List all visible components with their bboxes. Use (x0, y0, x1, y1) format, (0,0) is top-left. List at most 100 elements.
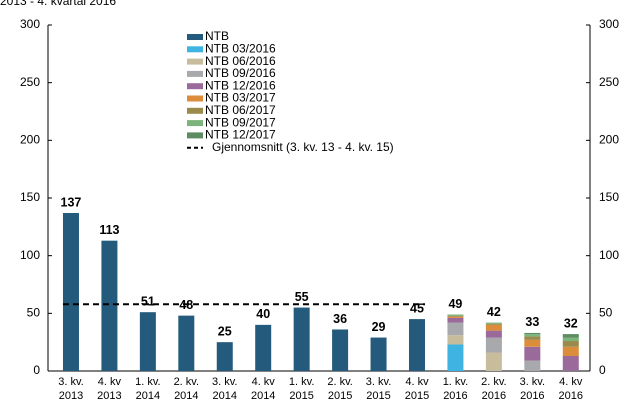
chart-title: 2013 - 4. kvartal 2016 (0, 0, 116, 8)
x-tick-label: 3. kv. (212, 376, 237, 388)
bar-segment (332, 329, 349, 371)
x-tick-label: 3. kv. (520, 376, 545, 388)
y-tick-label: 0 (33, 363, 40, 377)
data-label: 29 (372, 320, 386, 334)
bar-segment (447, 322, 464, 336)
x-tick-label: 2015 (366, 390, 390, 402)
bar-segment (524, 360, 541, 371)
x-tick-label: 1. kv. (135, 376, 160, 388)
y-tick-label: 50 (27, 306, 41, 320)
y-tick-label: 250 (20, 75, 40, 89)
legend-swatch (187, 83, 203, 90)
legend-swatch (187, 70, 203, 77)
y-tick-label: 200 (20, 133, 40, 147)
bar-segment (562, 346, 579, 357)
legend-label: NTB 03/2017 (205, 91, 276, 105)
bar-segment (485, 352, 502, 371)
data-label: 113 (99, 223, 119, 237)
x-tick-label: 2016 (520, 390, 544, 402)
data-label: 42 (487, 305, 501, 319)
x-tick-label: 2014 (251, 390, 275, 402)
bar-segment (524, 336, 541, 340)
x-tick-label: 2014 (213, 390, 237, 402)
x-tick-label: 2. kv. (174, 376, 199, 388)
x-tick-label: 4. kv (98, 376, 122, 388)
y2-tick-label: 100 (599, 248, 619, 262)
bar-segment (293, 307, 310, 371)
bar-segment (524, 334, 541, 337)
x-tick-label: 4. kv (252, 376, 276, 388)
legend-swatch (187, 46, 203, 53)
legend-swatch (187, 120, 203, 127)
bar-segment (408, 319, 425, 371)
bar-segment (485, 337, 502, 353)
data-label: 32 (564, 316, 578, 330)
y2-tick-label: 250 (599, 75, 619, 89)
x-tick-label: 2013 (59, 390, 83, 402)
bar-segment (447, 315, 464, 317)
legend-swatch (187, 95, 203, 102)
legend-label: Gjennomsnitt (3. kv. 13 - 4. kv. 15) (212, 140, 394, 154)
bar-segment (447, 335, 464, 345)
x-tick-label: 1. kv. (289, 376, 314, 388)
legend-label: NTB 12/2016 (205, 78, 276, 92)
x-tick-label: 2. kv. (481, 376, 506, 388)
legend-swatch (187, 58, 203, 65)
data-label: 49 (448, 297, 462, 311)
data-label: 25 (218, 324, 232, 338)
legend-swatch (187, 132, 203, 139)
y2-tick-label: 200 (599, 133, 619, 147)
y-tick-label: 100 (20, 248, 40, 262)
x-tick-label: 2. kv. (327, 376, 352, 388)
bar-segment (562, 337, 579, 342)
bar-segment (562, 341, 579, 347)
x-tick-label: 2016 (482, 390, 506, 402)
x-tick-label: 3. kv. (58, 376, 83, 388)
legend-label: NTB 06/2017 (205, 103, 276, 117)
x-tick-label: 2015 (405, 390, 429, 402)
bar-segment (62, 212, 79, 371)
legend-label: NTB 12/2017 (205, 128, 276, 142)
bar-segment (447, 316, 464, 318)
y-tick-label: 300 (20, 17, 40, 31)
bar-segment (524, 332, 541, 335)
legend-label: NTB 06/2016 (205, 54, 276, 68)
x-tick-label: 1. kv. (443, 376, 468, 388)
data-label: 51 (141, 294, 155, 308)
y-tick-label: 150 (20, 190, 40, 204)
x-tick-label: 2015 (328, 390, 352, 402)
legend-label: NTB 03/2016 (205, 41, 276, 55)
x-tick-label: 2013 (97, 390, 121, 402)
bar-segment (485, 330, 502, 338)
x-tick-label: 3. kv. (366, 376, 391, 388)
data-label: 36 (333, 312, 347, 326)
x-tick-label: 2016 (559, 390, 583, 402)
bar-segment (485, 324, 502, 331)
x-tick-label: 4. kv (405, 376, 429, 388)
x-tick-label: 4. kv (559, 376, 583, 388)
legend-swatch (187, 34, 203, 40)
y2-tick-label: 50 (599, 306, 613, 320)
y2-tick-label: 0 (599, 363, 606, 377)
legend-swatch (187, 107, 203, 114)
legend-label: NTB 09/2017 (205, 115, 276, 129)
bar-segment (524, 339, 541, 347)
data-label: 55 (295, 290, 309, 304)
data-label: 137 (61, 195, 82, 209)
bar-segment (562, 356, 579, 371)
bar-segment (447, 344, 464, 371)
data-label: 33 (525, 315, 539, 329)
x-tick-label: 2014 (174, 390, 198, 402)
bar-segment (370, 337, 387, 371)
legend-label: NTB (205, 29, 229, 43)
x-tick-label: 2016 (443, 390, 467, 402)
bar-segment (485, 322, 502, 324)
bar-segment (255, 324, 272, 371)
y2-tick-label: 150 (599, 190, 619, 204)
bar-segment (524, 346, 541, 361)
legend-label: NTB 09/2016 (205, 66, 276, 80)
bar-segment (485, 323, 502, 325)
bar-segment (101, 240, 118, 371)
x-tick-label: 2015 (289, 390, 313, 402)
